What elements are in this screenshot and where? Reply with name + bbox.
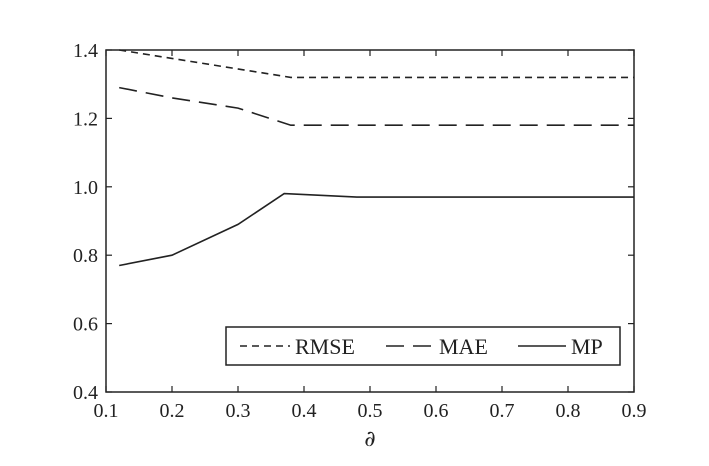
y-tick-label: 1.2 (73, 108, 98, 130)
x-tick-label: 0.8 (556, 400, 581, 422)
series-line-rmse (119, 49, 634, 79)
x-tick-label: 0.3 (226, 400, 251, 422)
y-tick-label: 0.4 (73, 382, 98, 404)
legend-label-rmse: RMSE (295, 334, 355, 359)
legend-label-mp: MP (571, 334, 603, 359)
x-tick-label: 0.4 (292, 400, 317, 422)
series-lines (119, 49, 634, 267)
y-tick-label: 0.8 (73, 245, 98, 267)
series-line-mae (119, 86, 634, 126)
x-tick-label: 0.9 (622, 400, 647, 422)
x-tick-label: 0.1 (94, 400, 119, 422)
x-axis-label: ∂ (364, 427, 375, 452)
series-line-mp (119, 192, 634, 267)
legend: RMSE MAE MP (225, 326, 621, 366)
legend-label-mae: MAE (439, 334, 488, 359)
x-tick-label: 0.6 (424, 400, 449, 422)
x-tick-label: 0.7 (490, 400, 515, 422)
x-tick-label: 0.2 (160, 400, 185, 422)
y-tick-label: 1.0 (73, 177, 98, 199)
y-tick-label: 0.6 (73, 314, 98, 336)
y-tick-label: 1.4 (73, 40, 98, 62)
y-axis: 0.4 0.6 0.8 1.0 1.2 1.4 (73, 40, 634, 404)
x-axis: 0.1 0.2 0.3 0.4 0.5 0.6 0.7 0.8 0.9 (94, 50, 647, 422)
x-tick-label: 0.5 (358, 400, 383, 422)
